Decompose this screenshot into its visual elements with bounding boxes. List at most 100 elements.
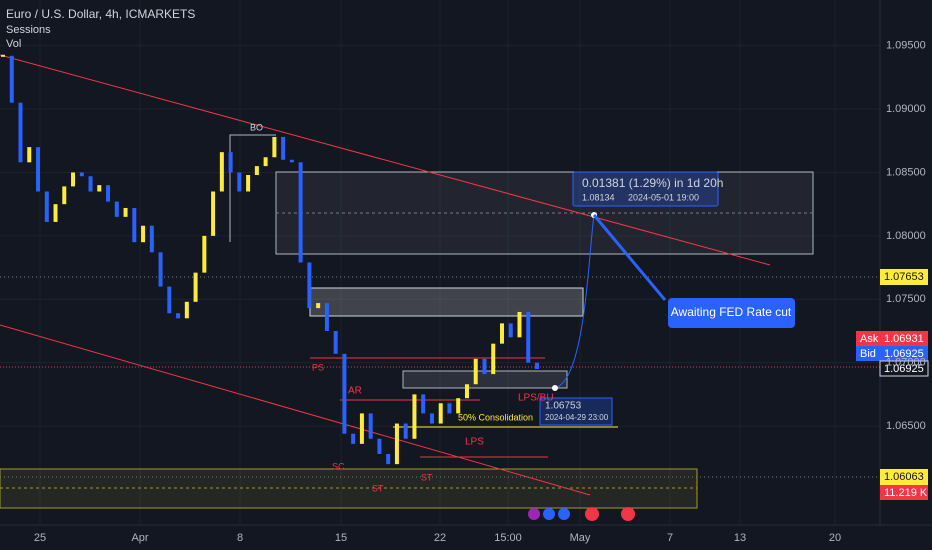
candle (307, 262, 312, 309)
point-date: 2024-04-29 23:00 (545, 413, 609, 422)
candle (517, 311, 522, 338)
candle (246, 175, 251, 192)
candle (368, 413, 373, 439)
candle (71, 172, 76, 187)
candle (193, 272, 198, 302)
wyckoff-label: LPS (465, 437, 484, 448)
candle (403, 423, 408, 439)
candle (351, 433, 356, 444)
measure-price: 1.08134 (582, 192, 615, 202)
candle (298, 162, 303, 263)
anchor-point (552, 385, 558, 391)
ask-tag (856, 331, 880, 346)
wyckoff-label: ST (421, 472, 433, 482)
candle (272, 136, 277, 158)
candle (482, 358, 487, 375)
candle (228, 152, 233, 173)
candle (132, 207, 137, 243)
range-box (309, 287, 584, 317)
consolidation-label: 50% Consolidation (458, 412, 533, 422)
candle (447, 403, 452, 414)
event-icon[interactable] (558, 508, 570, 520)
x-tick-label: 20 (829, 532, 841, 544)
candle (114, 201, 119, 217)
candle (9, 55, 14, 103)
candle (412, 394, 417, 439)
candle (106, 185, 111, 202)
candle (176, 313, 181, 319)
candle (289, 159, 294, 163)
bid-label: Bid (860, 348, 876, 360)
wyckoff-label: LPS/BU (518, 393, 554, 404)
point-box (539, 397, 613, 426)
candle (237, 172, 242, 192)
event-icon[interactable] (543, 508, 555, 520)
indicator-name: Sessions (6, 24, 51, 36)
candle (377, 438, 382, 454)
y-tick-label: 1.08000 (886, 230, 926, 242)
candle (491, 343, 496, 375)
candle (359, 413, 364, 444)
candle (526, 311, 531, 363)
ask-price: 1.06931 (884, 333, 924, 345)
x-tick-label: 25 (34, 532, 46, 544)
volume-text: 11.219 K (884, 487, 928, 499)
candle (429, 413, 434, 424)
price-axis (880, 0, 932, 525)
symbol-title: Euro / U.S. Dollar, 4h, ICMARKETS (6, 7, 195, 21)
measure-text: 0.01381 (1.29%) in 1d 20h (582, 176, 723, 190)
candle (263, 157, 268, 167)
candle (18, 102, 23, 163)
ask-label: Ask (860, 333, 879, 345)
event-icon[interactable] (621, 507, 635, 521)
ask-tag (880, 331, 928, 346)
bo-label: BO (250, 122, 263, 132)
bid-tag (856, 346, 880, 361)
x-tick-label: 8 (237, 532, 243, 544)
range-box (275, 171, 814, 255)
candle (97, 185, 102, 192)
candle (281, 136, 286, 160)
candle (254, 166, 259, 175)
measure-box (572, 171, 719, 207)
indicator-name: Vol (6, 38, 21, 50)
candle (123, 207, 128, 217)
candle (211, 191, 216, 236)
x-tick-label: 15 (335, 532, 347, 544)
wyckoff-label: ST (372, 483, 384, 493)
trend-line (0, 324, 591, 496)
candle (386, 453, 391, 465)
trend-line (0, 54, 771, 266)
candle (184, 301, 189, 319)
y-tick-label: 1.09500 (886, 40, 926, 52)
price-tag (880, 469, 928, 485)
candle (149, 225, 154, 253)
candle (167, 286, 172, 314)
x-tick-label: 13 (734, 532, 746, 544)
price-tag-text: 1.07653 (884, 271, 924, 283)
point-price: 1.06753 (545, 401, 582, 412)
bid-price: 1.06925 (884, 348, 924, 360)
candle (508, 323, 513, 338)
x-tick-label: Apr (131, 532, 148, 544)
callout-pointer (592, 214, 667, 301)
candle (464, 384, 469, 399)
wyckoff-label: AR (348, 386, 362, 397)
x-tick-label: May (570, 532, 591, 544)
candle (1, 54, 5, 57)
candle (27, 147, 32, 163)
candle (202, 235, 207, 273)
candle (219, 152, 224, 192)
candle (158, 252, 163, 287)
candle (88, 176, 93, 192)
candle (438, 403, 443, 424)
event-icon[interactable] (585, 507, 599, 521)
wyckoff-label: SC (332, 461, 345, 471)
event-icon[interactable] (528, 508, 540, 520)
price-tag-text: 1.06063 (884, 471, 924, 483)
y-tick-label: 1.06500 (886, 420, 926, 432)
y-tick-label: 1.09000 (886, 103, 926, 115)
candle (62, 186, 67, 205)
bracket (229, 134, 276, 242)
